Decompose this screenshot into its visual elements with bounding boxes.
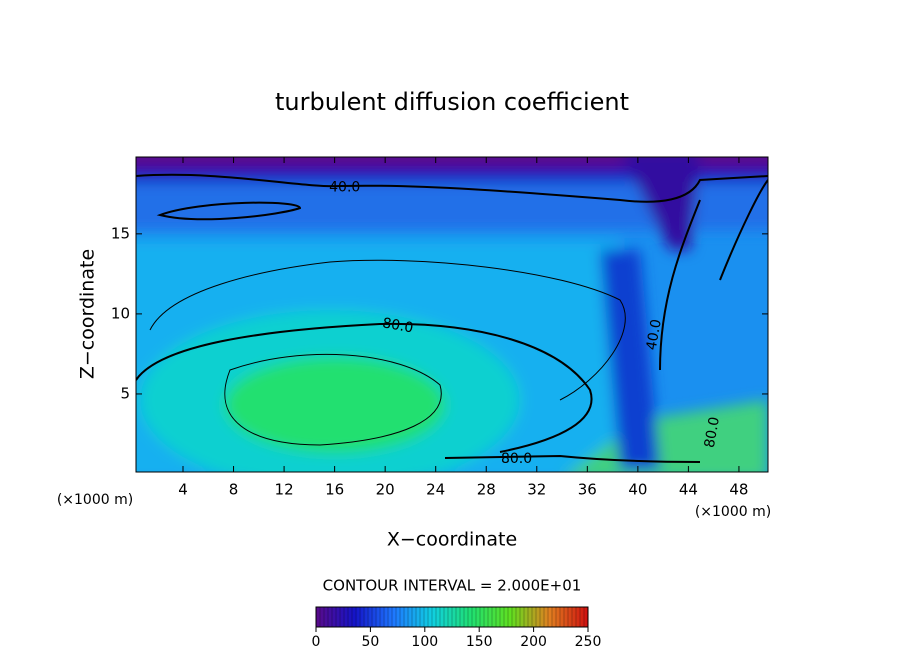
x-unit: (×1000 m): [695, 504, 771, 520]
colorbar-tick-label: 150: [466, 634, 493, 650]
colorbar-tick-label: 200: [520, 634, 547, 650]
y-axis-label: Z−coordinate: [77, 249, 99, 379]
contour-label: 40.0: [644, 318, 665, 351]
y-tick-label: 15: [111, 224, 130, 242]
contour-label: 40.0: [329, 179, 360, 195]
x-tick-label: 36: [578, 481, 597, 499]
x-tick-label: 8: [229, 481, 239, 499]
x-unit: (×1000 m): [57, 492, 133, 508]
y-tick-label: 10: [111, 304, 130, 322]
x-tick-label: 32: [527, 481, 546, 499]
contour-label: 80.0: [381, 315, 414, 336]
contour-label: 80.0: [702, 416, 723, 449]
y-tick-label: 5: [120, 384, 130, 402]
x-tick-label: 4: [178, 481, 188, 499]
x-axis-label: X−coordinate: [387, 529, 517, 551]
x-tick-label: 12: [275, 481, 294, 499]
x-tick-label: 16: [325, 481, 344, 499]
x-tick-label: 20: [376, 481, 395, 499]
colorbar-tick-label: 250: [575, 634, 602, 650]
contour-label: 80.0: [501, 451, 532, 467]
plot-frame: [135, 156, 769, 473]
colorbar-tick-label: 0: [312, 634, 321, 650]
x-tick-label: 48: [729, 481, 748, 499]
x-tick-label: 44: [679, 481, 698, 499]
chart-title: turbulent diffusion coefficient: [275, 88, 629, 116]
colorbar-tick-label: 100: [411, 634, 438, 650]
x-tick-label: 24: [426, 481, 445, 499]
contour-interval: CONTOUR INTERVAL = 2.000E+01: [323, 577, 582, 595]
field: [136, 157, 768, 472]
x-tick-label: 40: [628, 481, 647, 499]
x-tick-label: 28: [477, 481, 496, 499]
colorbar-tick-label: 50: [361, 634, 379, 650]
